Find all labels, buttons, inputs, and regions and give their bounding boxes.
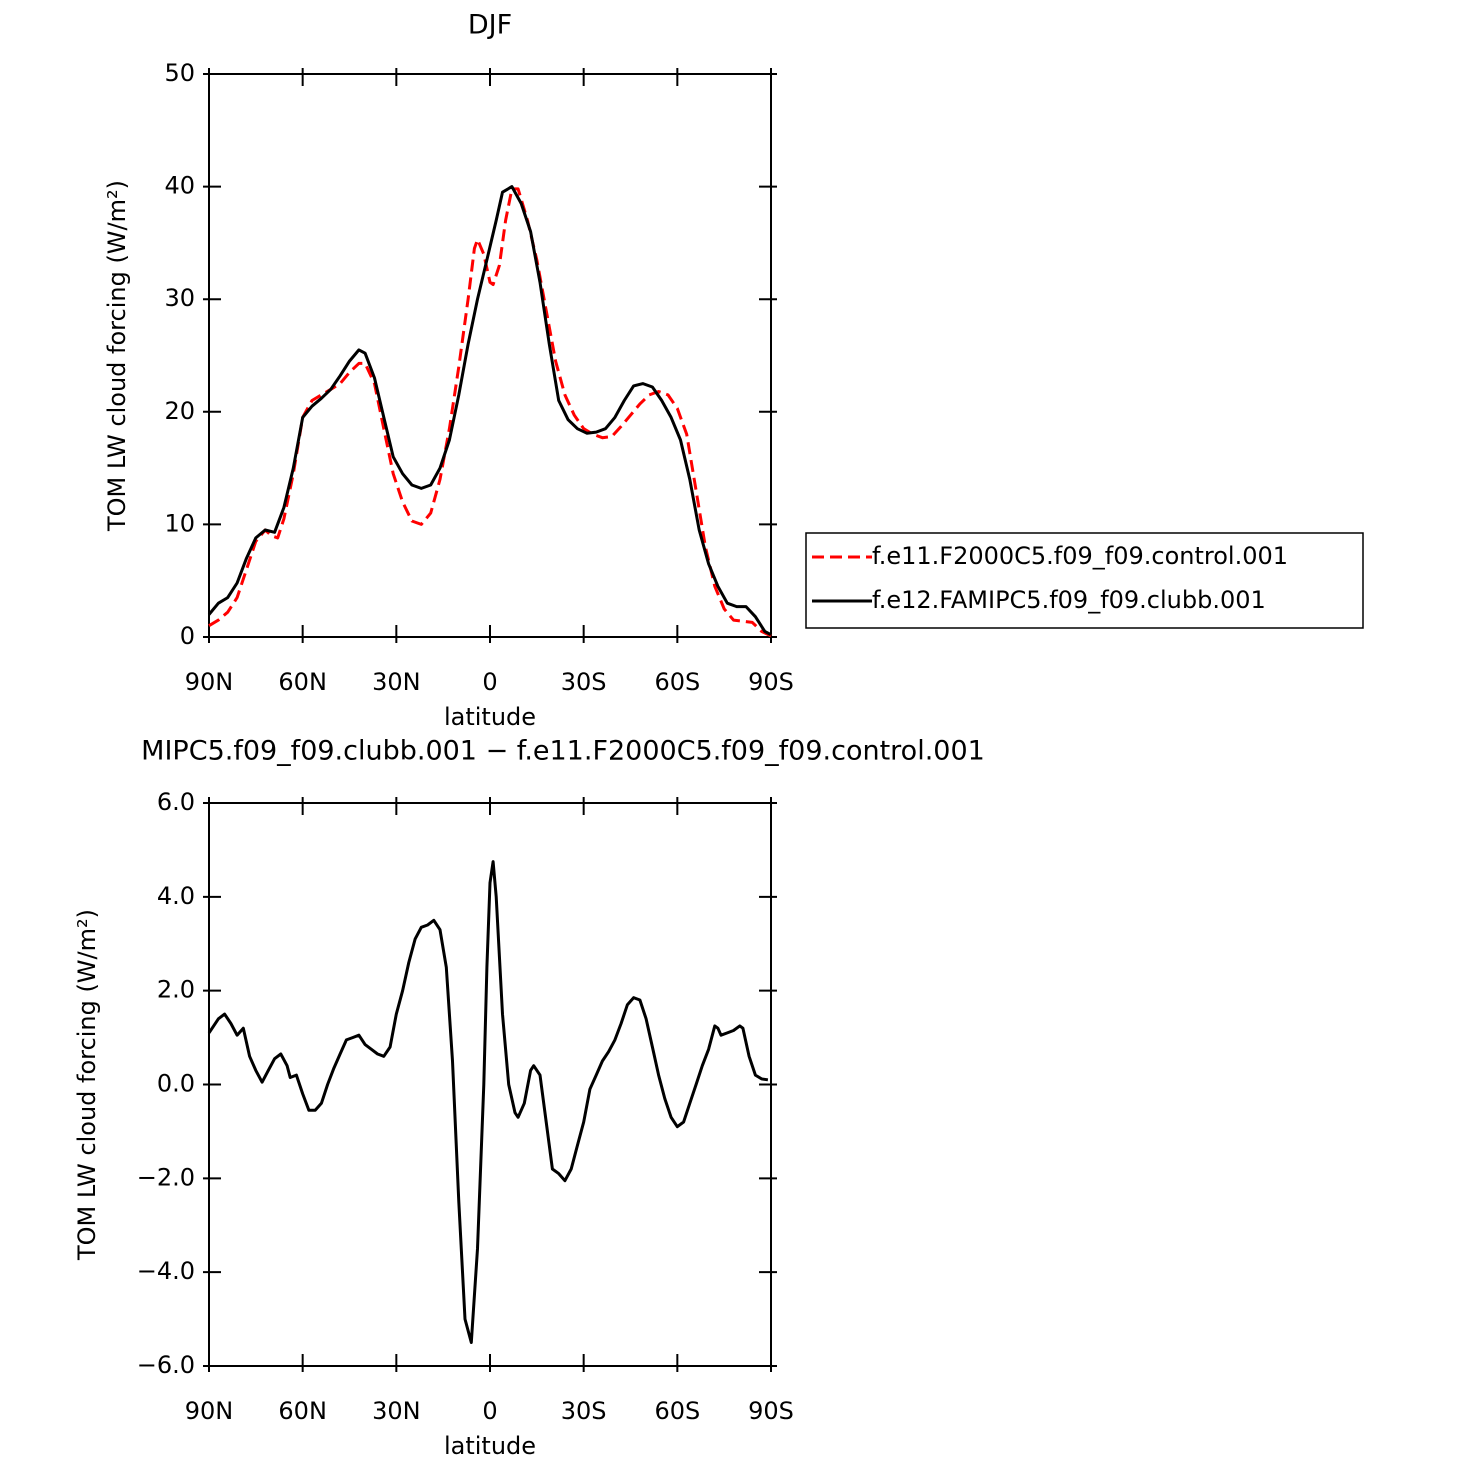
x-tick-label: 30N [372, 1397, 421, 1425]
y-tick-label: 50 [164, 59, 195, 87]
y-tick-label: 10 [164, 509, 195, 537]
x-tick-label: 60N [278, 668, 327, 696]
y-tick-label: 6.0 [157, 788, 195, 816]
y-tick-label: −2.0 [137, 1163, 195, 1191]
x-tick-label: 30N [372, 668, 421, 696]
y-tick-label: 20 [164, 397, 195, 425]
y-tick-label: 30 [164, 284, 195, 312]
x-tick-label: 90S [748, 1397, 794, 1425]
y-tick-label: −6.0 [137, 1351, 195, 1379]
x-tick-label: 90S [748, 668, 794, 696]
plot-frame [208, 802, 772, 1367]
y-axis-label: TOM LW cloud forcing (W/m²) [103, 180, 131, 532]
y-tick-label: 40 [164, 172, 195, 200]
y-tick-label: 0 [180, 622, 195, 650]
chart-title: MIPC5.f09_f09.clubb.001 − f.e11.F2000C5.… [141, 736, 985, 767]
x-tick-label: 90N [185, 1397, 234, 1425]
x-axis-label: latitude [444, 703, 536, 731]
y-tick-label: −4.0 [137, 1257, 195, 1285]
data-line [207, 185, 772, 637]
x-tick-label: 0 [482, 1397, 497, 1425]
x-axis-label: latitude [444, 1432, 536, 1460]
x-tick-label: 90N [185, 668, 234, 696]
x-tick-label: 60S [654, 668, 700, 696]
plot-frame [208, 73, 772, 638]
y-axis-label: TOM LW cloud forcing (W/m²) [73, 909, 101, 1261]
x-tick-label: 60S [654, 1397, 700, 1425]
y-tick-label: 4.0 [157, 882, 195, 910]
y-tick-label: 0.0 [157, 1070, 195, 1098]
x-tick-label: 60N [278, 1397, 327, 1425]
chart-title: DJF [468, 10, 512, 41]
x-tick-label: 30S [561, 1397, 607, 1425]
data-line [207, 860, 769, 1344]
legend-box [805, 532, 1364, 629]
x-tick-label: 30S [561, 668, 607, 696]
x-tick-label: 0 [482, 668, 497, 696]
legend-label: f.e11.F2000C5.f09_f09.control.001 [872, 542, 1288, 570]
y-tick-label: 2.0 [157, 976, 195, 1004]
legend-label: f.e12.FAMIPC5.f09_f09.clubb.001 [872, 586, 1266, 614]
